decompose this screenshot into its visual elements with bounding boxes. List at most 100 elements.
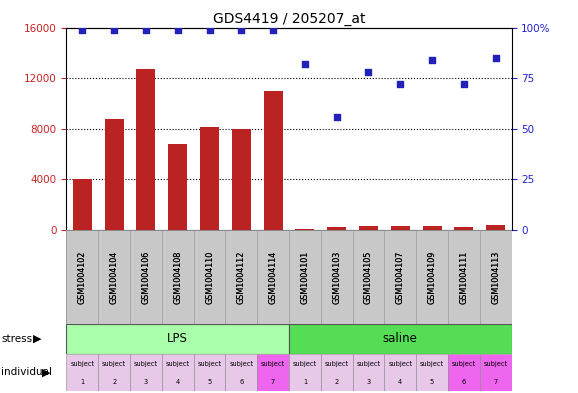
Text: GSM1004112: GSM1004112 xyxy=(237,250,246,304)
Bar xyxy=(359,226,378,230)
Bar xyxy=(130,354,162,391)
Bar xyxy=(168,144,187,230)
Point xyxy=(428,57,437,63)
Text: subject: subject xyxy=(261,361,285,367)
Bar xyxy=(295,229,314,230)
Text: ▶: ▶ xyxy=(42,367,51,377)
Text: 5: 5 xyxy=(430,379,434,385)
Point xyxy=(460,81,469,87)
Bar xyxy=(73,179,92,230)
Bar xyxy=(391,226,410,230)
Text: GSM1004104: GSM1004104 xyxy=(110,250,118,304)
Title: GDS4419 / 205207_at: GDS4419 / 205207_at xyxy=(213,13,365,26)
Text: GSM1004108: GSM1004108 xyxy=(173,250,182,304)
Text: GSM1004106: GSM1004106 xyxy=(142,250,150,304)
Bar xyxy=(321,354,353,391)
Text: GSM1004102: GSM1004102 xyxy=(78,250,87,304)
Bar xyxy=(98,354,130,391)
Bar xyxy=(225,354,257,391)
Point xyxy=(173,26,183,33)
Text: 2: 2 xyxy=(335,379,339,385)
Bar xyxy=(200,127,219,230)
Bar xyxy=(289,354,321,391)
Text: GSM1004111: GSM1004111 xyxy=(460,250,468,304)
Bar xyxy=(480,354,512,391)
Text: GSM1004109: GSM1004109 xyxy=(428,250,436,304)
Text: ▶: ▶ xyxy=(33,334,42,344)
Bar xyxy=(327,228,346,230)
Text: GSM1004114: GSM1004114 xyxy=(269,250,277,304)
Text: GSM1004103: GSM1004103 xyxy=(332,250,341,304)
Text: 4: 4 xyxy=(176,379,180,385)
Bar xyxy=(257,354,289,391)
Text: subject: subject xyxy=(134,361,158,367)
Bar xyxy=(66,324,289,354)
Bar xyxy=(105,119,124,230)
Text: GSM1004113: GSM1004113 xyxy=(491,250,500,304)
Point xyxy=(77,26,87,33)
Bar xyxy=(416,354,448,391)
Text: 5: 5 xyxy=(208,379,212,385)
Point xyxy=(301,61,310,67)
Text: GSM1004101: GSM1004101 xyxy=(301,250,309,304)
Point xyxy=(396,81,405,87)
Text: GSM1004107: GSM1004107 xyxy=(396,250,405,304)
Text: GSM1004101: GSM1004101 xyxy=(301,250,309,304)
Text: subject: subject xyxy=(71,361,94,367)
Text: GSM1004103: GSM1004103 xyxy=(332,250,341,304)
Bar xyxy=(423,226,442,230)
Text: GSM1004113: GSM1004113 xyxy=(491,250,500,304)
Text: GSM1004105: GSM1004105 xyxy=(364,250,373,304)
Text: 2: 2 xyxy=(112,379,116,385)
Text: 3: 3 xyxy=(366,379,370,385)
Text: 3: 3 xyxy=(144,379,148,385)
Text: subject: subject xyxy=(388,361,412,367)
Text: 7: 7 xyxy=(494,379,498,385)
Text: 6: 6 xyxy=(239,379,243,385)
Text: subject: subject xyxy=(357,361,380,367)
Bar xyxy=(194,354,225,391)
Text: LPS: LPS xyxy=(167,332,188,345)
Text: subject: subject xyxy=(102,361,126,367)
Text: GSM1004110: GSM1004110 xyxy=(205,250,214,304)
Text: 1: 1 xyxy=(80,379,84,385)
Point xyxy=(268,26,278,33)
Text: GSM1004108: GSM1004108 xyxy=(173,250,182,304)
Text: GSM1004112: GSM1004112 xyxy=(237,250,246,304)
Text: subject: subject xyxy=(166,361,190,367)
Bar xyxy=(454,228,473,230)
Text: GSM1004109: GSM1004109 xyxy=(428,250,436,304)
Text: 7: 7 xyxy=(271,379,275,385)
Text: subject: subject xyxy=(229,361,253,367)
Text: GSM1004104: GSM1004104 xyxy=(110,250,118,304)
Bar xyxy=(384,354,416,391)
Text: stress: stress xyxy=(1,334,32,344)
Point xyxy=(141,26,150,33)
Bar xyxy=(162,354,194,391)
Bar xyxy=(486,225,505,230)
Point xyxy=(110,26,119,33)
Text: GSM1004106: GSM1004106 xyxy=(142,250,150,304)
Text: subject: subject xyxy=(484,361,507,367)
Bar xyxy=(232,129,251,230)
Bar xyxy=(264,91,283,230)
Text: 4: 4 xyxy=(398,379,402,385)
Text: GSM1004102: GSM1004102 xyxy=(78,250,87,304)
Text: subject: subject xyxy=(452,361,476,367)
Bar xyxy=(66,354,98,391)
Bar xyxy=(289,324,512,354)
Point xyxy=(237,26,246,33)
Text: subject: subject xyxy=(420,361,444,367)
Text: 6: 6 xyxy=(462,379,466,385)
Text: saline: saline xyxy=(383,332,418,345)
Text: GSM1004111: GSM1004111 xyxy=(460,250,468,304)
Text: subject: subject xyxy=(293,361,317,367)
Point xyxy=(491,55,501,61)
Bar xyxy=(448,354,480,391)
Text: GSM1004114: GSM1004114 xyxy=(269,250,277,304)
Text: subject: subject xyxy=(198,361,221,367)
Text: individual: individual xyxy=(1,367,52,377)
Text: GSM1004110: GSM1004110 xyxy=(205,250,214,304)
Point xyxy=(364,69,373,75)
Bar xyxy=(136,69,155,230)
